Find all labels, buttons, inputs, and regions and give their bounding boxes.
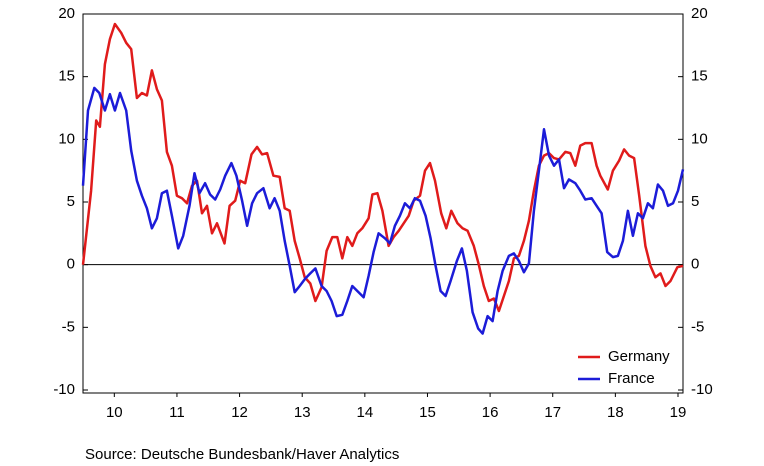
x-tick-label: 16: [482, 404, 499, 421]
x-tick-label: 11: [169, 404, 185, 421]
y-tick-label: 0: [67, 256, 75, 273]
x-tick-label: 18: [607, 404, 624, 421]
x-tick-label: 15: [419, 404, 436, 421]
x-tick-label: 12: [231, 404, 248, 421]
series-line: [81, 86, 685, 335]
x-tick-label: 13: [294, 404, 311, 421]
x-tick-label: 10: [106, 404, 123, 421]
y2-tick-label: 20: [691, 5, 708, 22]
y-tick-label: 10: [58, 130, 75, 147]
series-line: [81, 22, 684, 313]
y2-tick-label: -10: [691, 381, 713, 398]
x-tick-label: 19: [670, 404, 687, 421]
source-note: Source: Deutsche Bundesbank/Haver Analyt…: [85, 446, 399, 463]
legend-label: France: [608, 370, 655, 387]
y2-tick-label: -5: [691, 318, 704, 335]
y-tick-label: 20: [58, 5, 75, 22]
y-tick-label: 15: [58, 68, 75, 85]
y-tick-label: 5: [67, 193, 75, 210]
legend-label: Germany: [608, 348, 670, 365]
y2-tick-label: 15: [691, 68, 708, 85]
y2-tick-label: 5: [691, 193, 699, 210]
plot-frame: [82, 13, 684, 394]
x-tick-label: 17: [544, 404, 561, 421]
y-tick-label: -10: [53, 381, 75, 398]
y2-tick-label: 0: [691, 256, 699, 273]
x-tick-label: 14: [356, 404, 373, 421]
y-tick-label: -5: [62, 318, 75, 335]
y2-tick-label: 10: [691, 130, 708, 147]
